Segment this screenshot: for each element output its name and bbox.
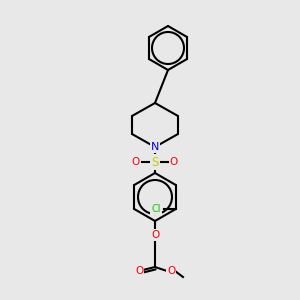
Text: Cl: Cl <box>151 204 160 214</box>
Text: O: O <box>167 266 175 276</box>
Text: N: N <box>151 142 159 152</box>
Text: O: O <box>170 157 178 167</box>
Text: O: O <box>151 230 159 240</box>
Text: O: O <box>132 157 140 167</box>
Text: O: O <box>135 266 143 276</box>
Text: S: S <box>151 155 159 169</box>
